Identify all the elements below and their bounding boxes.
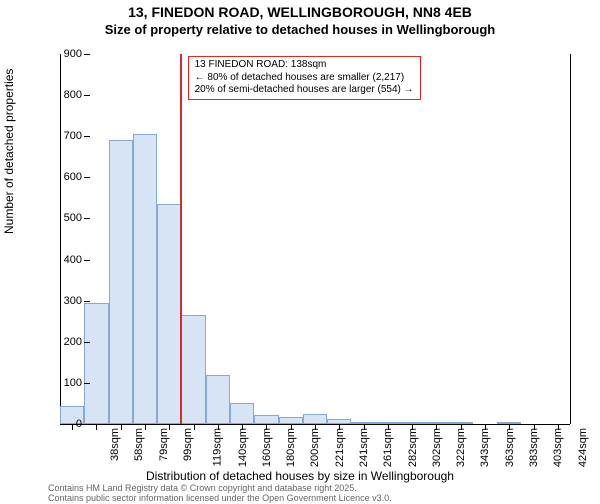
x-tick-label: 99sqm	[182, 428, 194, 461]
x-tick-label: 241sqm	[358, 428, 370, 467]
histogram-bar	[109, 140, 133, 424]
x-tick-mark	[339, 424, 340, 430]
x-tick-label: 200sqm	[310, 428, 322, 467]
x-tick-label: 119sqm	[212, 428, 224, 466]
annotation-line-1: 13 FINEDON ROAD: 138sqm	[195, 59, 414, 72]
y-tick-label: 200	[64, 336, 82, 348]
x-tick-label: 38sqm	[109, 428, 121, 461]
x-tick-label: 79sqm	[158, 428, 170, 461]
x-tick-label: 424sqm	[577, 428, 589, 467]
histogram-bar	[84, 303, 108, 424]
x-axis-label: Distribution of detached houses by size …	[0, 469, 600, 483]
x-tick-mark	[485, 424, 486, 430]
x-tick-mark	[96, 424, 97, 430]
x-tick-label: 302sqm	[431, 428, 443, 467]
y-tick-mark	[84, 95, 90, 96]
y-tick-mark	[84, 383, 90, 384]
x-tick-mark	[558, 424, 559, 430]
x-tick-label: 383sqm	[528, 428, 540, 467]
x-tick-label: 363sqm	[504, 428, 516, 467]
histogram-bar	[279, 417, 303, 424]
y-tick-label: 700	[64, 130, 82, 142]
histogram-bar	[157, 204, 181, 424]
y-tick-mark	[84, 136, 90, 137]
y-tick-mark	[84, 260, 90, 261]
x-tick-mark	[218, 424, 219, 430]
x-tick-mark	[121, 424, 122, 430]
x-tick-label: 343sqm	[480, 428, 492, 467]
x-tick-mark	[436, 424, 437, 430]
annotation-box: 13 FINEDON ROAD: 138sqm ← 80% of detache…	[188, 56, 421, 100]
x-tick-mark	[388, 424, 389, 430]
x-tick-label: 322sqm	[455, 428, 467, 467]
y-axis-label: Number of detached properties	[2, 69, 16, 234]
y-axis-line	[60, 54, 61, 424]
x-tick-mark	[266, 424, 267, 430]
x-tick-mark	[194, 424, 195, 430]
x-tick-mark	[461, 424, 462, 430]
histogram-bar	[181, 315, 205, 424]
x-tick-label: 180sqm	[285, 428, 297, 467]
x-tick-label: 58sqm	[133, 428, 145, 461]
x-tick-label: 403sqm	[552, 428, 564, 467]
histogram-bar	[206, 375, 230, 424]
histogram-bar	[133, 134, 157, 424]
y-tick-mark	[84, 177, 90, 178]
x-tick-mark	[509, 424, 510, 430]
y-tick-mark	[84, 54, 90, 55]
y-tick-label: 300	[64, 295, 82, 307]
x-tick-label: 282sqm	[407, 428, 419, 467]
histogram-bar	[230, 403, 254, 424]
x-tick-label: 140sqm	[237, 428, 249, 467]
y-tick-mark	[84, 342, 90, 343]
y-tick-label: 400	[64, 254, 82, 266]
annotation-line-2: ← 80% of detached houses are smaller (2,…	[195, 72, 414, 85]
y-tick-mark	[84, 218, 90, 219]
x-tick-mark	[169, 424, 170, 430]
x-tick-mark	[364, 424, 365, 430]
page-subtitle: Size of property relative to detached ho…	[0, 22, 600, 37]
histogram-bar	[303, 414, 327, 424]
annotation-line-3: 20% of semi-detached houses are larger (…	[195, 84, 414, 97]
histogram-bar	[254, 415, 278, 424]
y-tick-label: 600	[64, 171, 82, 183]
y-tick-mark	[84, 301, 90, 302]
x-tick-mark	[315, 424, 316, 430]
y-tick-mark	[84, 424, 90, 425]
footer-attribution: Contains HM Land Registry data © Crown c…	[48, 484, 392, 504]
x-tick-mark	[291, 424, 292, 430]
footer-line-2: Contains public sector information licen…	[48, 494, 392, 504]
x-tick-label: 160sqm	[261, 428, 273, 467]
y-tick-label: 0	[76, 418, 82, 430]
x-tick-mark	[72, 424, 73, 430]
y-tick-label: 800	[64, 89, 82, 101]
x-tick-label: 261sqm	[382, 428, 394, 467]
y-tick-label: 500	[64, 212, 82, 224]
y-tick-label: 100	[64, 377, 82, 389]
x-tick-label: 221sqm	[334, 428, 346, 467]
marker-vertical-line	[180, 54, 182, 424]
x-tick-mark	[145, 424, 146, 430]
x-tick-mark	[242, 424, 243, 430]
x-tick-mark	[534, 424, 535, 430]
y-tick-label: 900	[64, 48, 82, 60]
page-title: 13, FINEDON ROAD, WELLINGBOROUGH, NN8 4E…	[0, 4, 600, 20]
x-tick-mark	[412, 424, 413, 430]
histogram-chart: 13 FINEDON ROAD: 138sqm ← 80% of detache…	[60, 54, 571, 424]
